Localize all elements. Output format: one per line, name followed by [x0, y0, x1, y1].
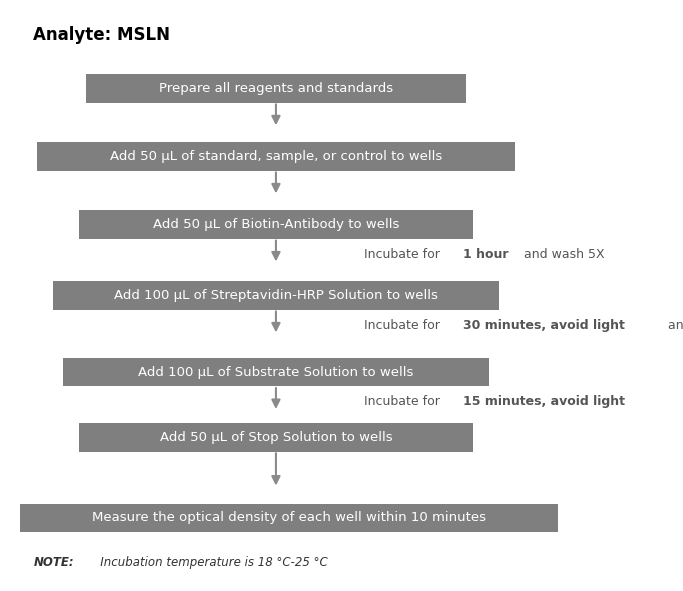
Text: Add 50 μL of standard, sample, or control to wells: Add 50 μL of standard, sample, or contro… — [110, 150, 442, 163]
FancyBboxPatch shape — [86, 74, 466, 103]
FancyBboxPatch shape — [37, 142, 515, 171]
Text: 15 minutes, avoid light: 15 minutes, avoid light — [463, 395, 626, 408]
Text: Add 50 μL of Biotin-Antibody to wells: Add 50 μL of Biotin-Antibody to wells — [153, 218, 399, 231]
Text: Incubation temperature is 18 °C-25 °C: Incubation temperature is 18 °C-25 °C — [89, 556, 328, 569]
Text: and wash 5X: and wash 5X — [520, 248, 604, 261]
Text: Incubate for: Incubate for — [365, 395, 445, 408]
Text: Incubate for: Incubate for — [365, 248, 445, 261]
FancyBboxPatch shape — [53, 281, 499, 310]
Text: and wash 5X: and wash 5X — [664, 319, 683, 332]
Text: Add 50 μL of Stop Solution to wells: Add 50 μL of Stop Solution to wells — [160, 431, 392, 444]
Text: 1 hour: 1 hour — [463, 248, 509, 261]
Text: Measure the optical density of each well within 10 minutes: Measure the optical density of each well… — [92, 511, 486, 524]
Text: Add 100 μL of Streptavidin-HRP Solution to wells: Add 100 μL of Streptavidin-HRP Solution … — [114, 289, 438, 302]
FancyBboxPatch shape — [79, 210, 473, 239]
Text: Incubate for: Incubate for — [365, 319, 445, 332]
Text: Prepare all reagents and standards: Prepare all reagents and standards — [159, 82, 393, 95]
FancyBboxPatch shape — [79, 423, 473, 452]
Text: Add 100 μL of Substrate Solution to wells: Add 100 μL of Substrate Solution to well… — [138, 366, 414, 379]
FancyBboxPatch shape — [20, 504, 558, 532]
Text: 30 minutes, avoid light: 30 minutes, avoid light — [463, 319, 625, 332]
Text: Analyte: MSLN: Analyte: MSLN — [33, 26, 170, 44]
Text: NOTE:: NOTE: — [33, 556, 74, 569]
FancyBboxPatch shape — [63, 358, 489, 387]
